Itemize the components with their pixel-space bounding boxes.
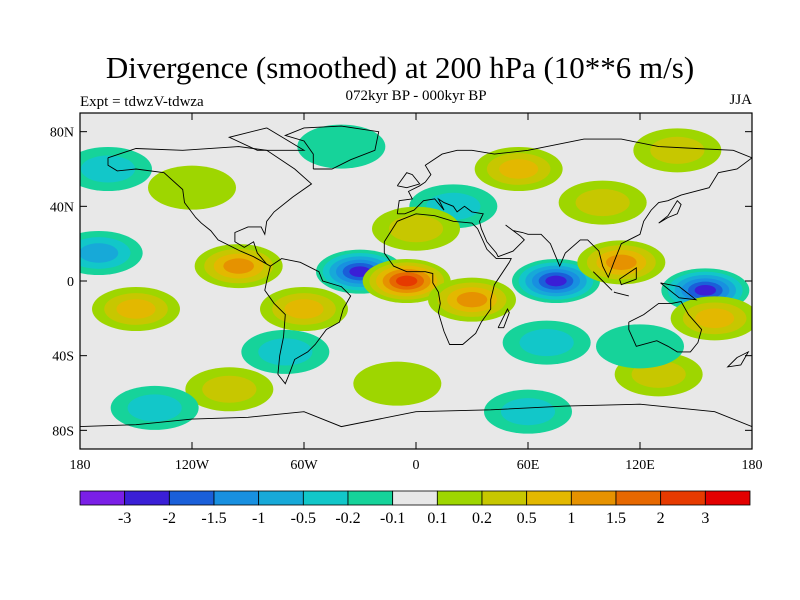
- experiment-label: Expt = tdwzV-tdwza: [80, 94, 204, 110]
- divergence-contour: [80, 155, 136, 183]
- lon-tick-label: 120E: [625, 458, 655, 473]
- colorbar-label: 1: [567, 510, 575, 527]
- axis-ticks: 180 120W 60W 0 60E 120E 180 80N 40N 0 40S 80S: [50, 113, 763, 473]
- colorbar-swatch: [258, 490, 304, 506]
- colorbar-swatch: [124, 490, 170, 506]
- lat-tick-label: 40N: [50, 200, 74, 215]
- season-label: JJA: [729, 92, 752, 108]
- divergence-contour: [353, 361, 442, 406]
- colorbar-label: -3: [118, 510, 131, 527]
- lat-tick-label: 0: [67, 275, 74, 290]
- coastline: [80, 403, 752, 428]
- colorbar-label: -0.2: [335, 510, 360, 527]
- coastline: [107, 146, 313, 267]
- coastline: [396, 172, 421, 189]
- coastline: [396, 138, 752, 279]
- coastline: [613, 291, 629, 297]
- divergence-contour: [695, 308, 735, 329]
- divergence-contour: [258, 338, 313, 366]
- coastline: [660, 282, 698, 301]
- divergence-contour: [606, 254, 637, 270]
- divergence-contour: [575, 189, 630, 217]
- lat-tick-label: 40S: [52, 350, 74, 365]
- coastline: [264, 258, 352, 385]
- colorbar-swatch: [302, 490, 349, 506]
- colorbar-swatch: [526, 490, 572, 506]
- lon-tick-label: 0: [413, 458, 420, 473]
- divergence-contour: [148, 165, 236, 210]
- coastline: [227, 127, 306, 151]
- colorbar-label: 2: [657, 510, 665, 527]
- lon-tick-label: 120W: [175, 458, 210, 473]
- divergence-contour: [596, 324, 684, 369]
- colorbar-label: -1: [252, 510, 265, 527]
- divergence-contour: [223, 258, 254, 274]
- colorbar-label: 0.1: [427, 510, 447, 527]
- divergence-contour: [116, 299, 156, 319]
- coastline: [283, 125, 380, 170]
- colorbar-swatch: [213, 490, 260, 506]
- lat-tick-label: 80S: [52, 424, 74, 439]
- coastline: [497, 307, 510, 329]
- page-title: Divergence (smoothed) at 200 hPa (10**6 …: [105, 50, 695, 85]
- coastlines: [80, 125, 752, 428]
- divergence-contour: [499, 159, 539, 179]
- divergence-contour: [519, 329, 574, 357]
- coastline: [619, 267, 637, 286]
- colorbar-swatch: [347, 490, 394, 506]
- colorbar-swatch: [570, 490, 617, 506]
- colorbar-swatch: [615, 490, 662, 506]
- lat-tick-label: 80N: [50, 126, 74, 141]
- divergence-contour: [396, 275, 418, 287]
- colorbar-swatch: [660, 490, 706, 506]
- colorbar-swatch: [704, 490, 751, 506]
- lon-tick-label: 180: [742, 458, 763, 473]
- coastline: [726, 350, 750, 368]
- lon-tick-label: 180: [70, 458, 91, 473]
- lon-tick-label: 60W: [290, 458, 318, 473]
- divergence-contour: [80, 243, 119, 263]
- divergence-contour: [297, 124, 386, 169]
- map-area: [80, 113, 752, 449]
- divergence-contour: [202, 375, 257, 403]
- lon-tick-label: 60E: [517, 458, 540, 473]
- colorbar-label: -1.5: [201, 510, 226, 527]
- colorbar-label: 1.5: [606, 510, 626, 527]
- divergence-contour: [284, 299, 324, 319]
- colorbar: -3 -2 -1.5 -1 -0.5 -0.2 -0.1 0.1 0.2 0.5 1 1.5 2 3: [79, 490, 751, 527]
- divergence-contour: [650, 136, 705, 164]
- colorbar-label: 3: [701, 510, 709, 527]
- divergence-contour: [545, 275, 567, 287]
- colorbar-label: -2: [163, 510, 176, 527]
- colorbar-swatch: [392, 490, 438, 506]
- divergence-contour: [500, 398, 556, 426]
- coastline: [383, 213, 512, 345]
- colorbar-label: 0.2: [472, 510, 492, 527]
- coastline: [592, 271, 613, 291]
- divergence-contour: [694, 285, 716, 296]
- coastline: [658, 199, 682, 224]
- colorbar-swatch: [436, 490, 483, 506]
- colorbar-label: 0.5: [517, 510, 537, 527]
- period-subtitle: 072kyr BP - 000kyr BP: [345, 88, 487, 104]
- colorbar-swatch: [79, 490, 126, 506]
- divergence-contour: [456, 292, 488, 308]
- divergence-contour: [388, 215, 444, 243]
- colorbar-swatch: [168, 490, 215, 506]
- divergence-contour: [127, 394, 182, 422]
- colorbar-label: -0.1: [380, 510, 405, 527]
- colorbar-swatch: [481, 490, 528, 506]
- colorbar-label: -0.5: [291, 510, 316, 527]
- coastline: [628, 300, 703, 353]
